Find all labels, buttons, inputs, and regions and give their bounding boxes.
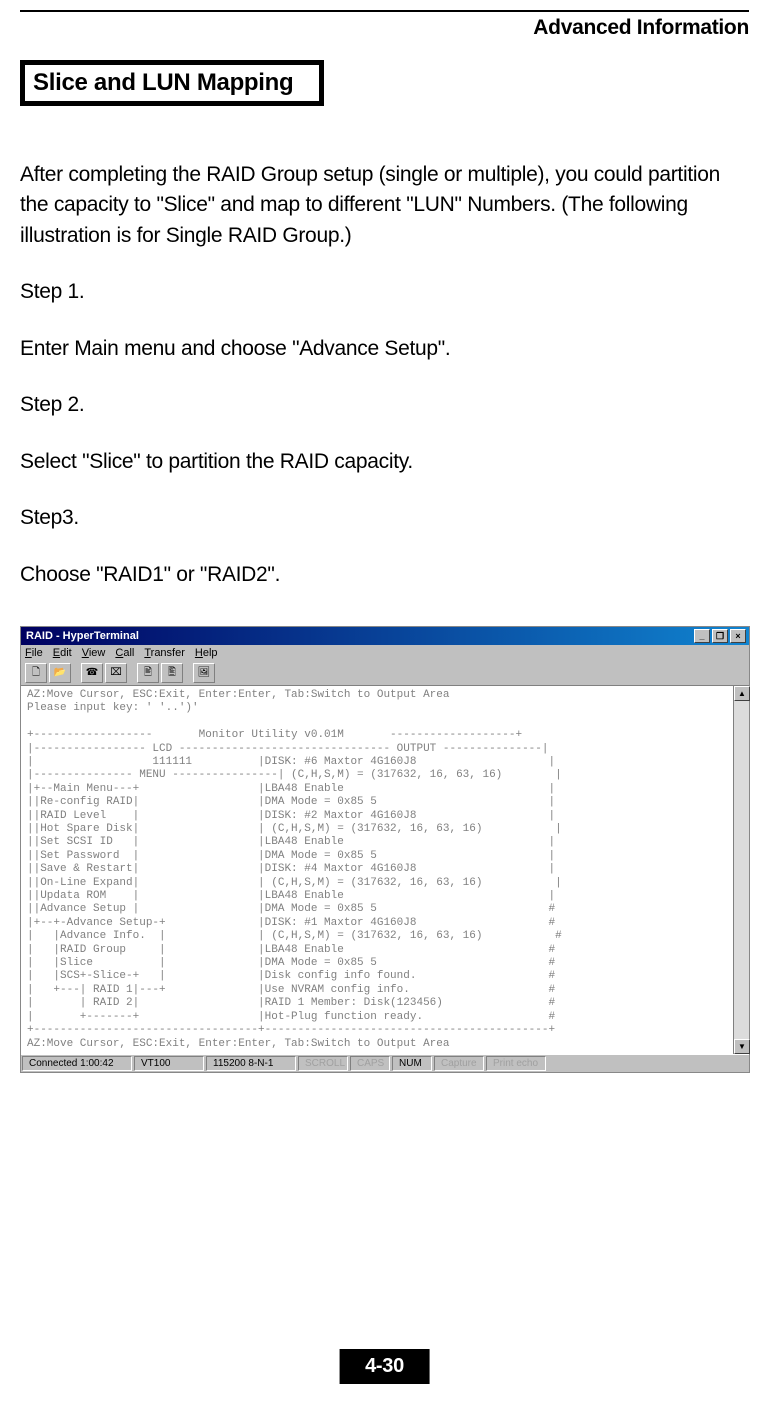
menu-file[interactable]: File — [25, 647, 43, 659]
status-num: NUM — [392, 1056, 432, 1071]
scroll-up-arrow-icon[interactable]: ▲ — [734, 686, 750, 701]
step2-label: Step 2. — [20, 390, 749, 420]
page-number: 4-30 — [339, 1349, 430, 1384]
body-content: After completing the RAID Group setup (s… — [20, 160, 749, 590]
status-scroll: SCROLL — [298, 1056, 348, 1071]
status-printecho: Print echo — [486, 1056, 546, 1071]
status-caps: CAPS — [350, 1056, 390, 1071]
hyperterminal-window: RAID - HyperTerminal _ ❐ × File Edit Vie… — [20, 626, 750, 1073]
menu-help[interactable]: Help — [195, 647, 218, 659]
toolbar-connect-icon[interactable]: ☎ — [81, 663, 103, 683]
toolbar: 🗋 📂 ☎ ⌧ 🖹 🖺 🖼 — [21, 661, 749, 686]
scroll-down-arrow-icon[interactable]: ▼ — [734, 1039, 750, 1054]
menu-transfer[interactable]: Transfer — [144, 647, 185, 659]
terminal-output[interactable]: AZ:Move Cursor, ESC:Exit, Enter:Enter, T… — [21, 686, 733, 1054]
menu-call[interactable]: Call — [115, 647, 134, 659]
status-capture: Capture — [434, 1056, 484, 1071]
toolbar-new-icon[interactable]: 🗋 — [25, 663, 47, 683]
status-bar: Connected 1:00:42 VT100 115200 8-N-1 SCR… — [21, 1054, 749, 1072]
toolbar-receive-icon[interactable]: 🖺 — [161, 663, 183, 683]
window-buttons: _ ❐ × — [694, 629, 746, 643]
terminal-body: AZ:Move Cursor, ESC:Exit, Enter:Enter, T… — [21, 686, 749, 1054]
toolbar-open-icon[interactable]: 📂 — [49, 663, 71, 683]
step1-label: Step 1. — [20, 277, 749, 307]
menu-bar: File Edit View Call Transfer Help — [21, 645, 749, 661]
intro-paragraph: After completing the RAID Group setup (s… — [20, 160, 749, 251]
close-button[interactable]: × — [730, 629, 746, 643]
section-title: Slice and LUN Mapping — [25, 65, 319, 101]
maximize-button[interactable]: ❐ — [712, 629, 728, 643]
titlebar: RAID - HyperTerminal _ ❐ × — [21, 627, 749, 645]
status-settings: 115200 8-N-1 — [206, 1056, 296, 1071]
menu-edit[interactable]: Edit — [53, 647, 72, 659]
step3-label: Step3. — [20, 503, 749, 533]
menu-view[interactable]: View — [82, 647, 106, 659]
toolbar-send-icon[interactable]: 🖹 — [137, 663, 159, 683]
step3-text: Choose "RAID1" or "RAID2". — [20, 560, 749, 590]
section-title-box: Slice and LUN Mapping — [20, 60, 324, 106]
minimize-button[interactable]: _ — [694, 629, 710, 643]
toolbar-disconnect-icon[interactable]: ⌧ — [105, 663, 127, 683]
toolbar-properties-icon[interactable]: 🖼 — [193, 663, 215, 683]
vertical-scrollbar[interactable]: ▲ ▼ — [733, 686, 749, 1054]
step1-text: Enter Main menu and choose "Advance Setu… — [20, 334, 749, 364]
status-connected: Connected 1:00:42 — [22, 1056, 132, 1071]
window-title: RAID - HyperTerminal — [24, 630, 139, 642]
page-header: Advanced Information — [20, 12, 749, 60]
status-emulation: VT100 — [134, 1056, 204, 1071]
step2-text: Select "Slice" to partition the RAID cap… — [20, 447, 749, 477]
